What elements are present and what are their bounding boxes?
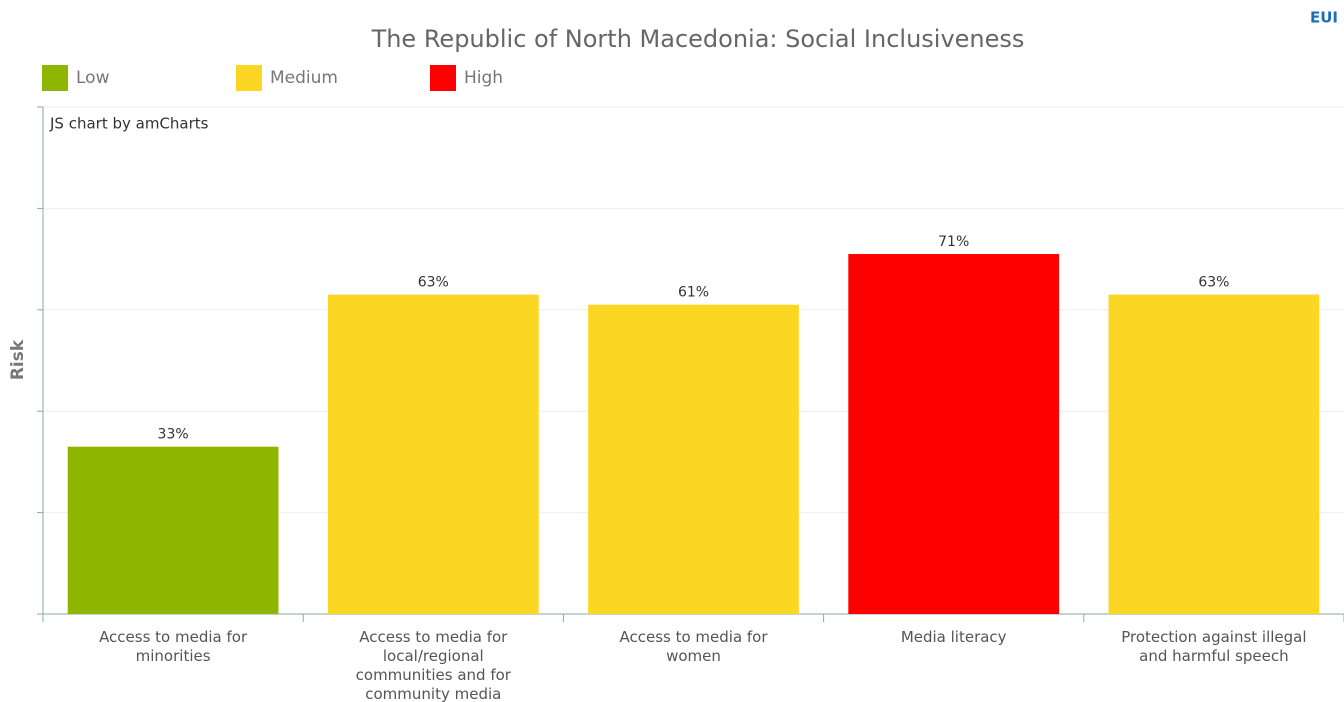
- y-axis-label: Risk: [8, 339, 28, 380]
- bar: [588, 304, 799, 614]
- legend-label: Low: [76, 68, 110, 88]
- chart-title: The Republic of North Macedonia: Social …: [371, 25, 1025, 53]
- value-label: 63%: [418, 275, 449, 291]
- legend-swatch: [236, 65, 262, 91]
- legend-swatch: [42, 65, 68, 91]
- x-tick-label: Access to media for local/regional commu…: [355, 628, 511, 702]
- x-tick-label: Access to media for women: [619, 628, 768, 665]
- x-tick-label: Protection against illegal and harmful s…: [1121, 628, 1307, 665]
- bar: [848, 254, 1060, 614]
- bar: [1108, 294, 1320, 614]
- x-tick-label: Media literacy: [900, 628, 1007, 646]
- legend-label: High: [464, 68, 503, 88]
- value-label: 71%: [938, 234, 969, 250]
- credit: JS chart by amCharts: [49, 115, 209, 133]
- value-label: 63%: [1198, 275, 1229, 291]
- logo: EUI: [1310, 9, 1338, 27]
- legend-swatch: [430, 65, 456, 91]
- bar: [327, 294, 539, 614]
- x-tick-label: Access to media for minorities: [99, 628, 248, 665]
- value-label: 61%: [678, 285, 709, 301]
- legend-label: Medium: [270, 68, 338, 88]
- bar: [67, 446, 279, 614]
- value-label: 33%: [158, 427, 189, 443]
